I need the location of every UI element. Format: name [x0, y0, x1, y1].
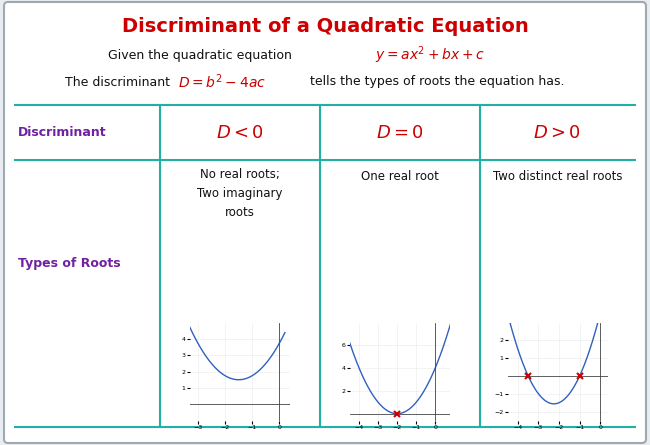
- Text: No real roots;
Two imaginary
roots: No real roots; Two imaginary roots: [197, 168, 283, 219]
- Text: The discriminant: The discriminant: [65, 76, 170, 89]
- Text: Types of Roots: Types of Roots: [18, 257, 121, 270]
- Text: $y = ax^2 + bx + c$: $y = ax^2 + bx + c$: [375, 44, 485, 66]
- FancyBboxPatch shape: [4, 2, 646, 443]
- Text: $D > 0$: $D > 0$: [534, 124, 582, 142]
- Text: $D = b^2 - 4ac$: $D = b^2 - 4ac$: [178, 73, 266, 91]
- Text: Two distinct real roots: Two distinct real roots: [493, 170, 622, 183]
- Text: Given the quadratic equation: Given the quadratic equation: [108, 49, 292, 61]
- Text: Discriminant of a Quadratic Equation: Discriminant of a Quadratic Equation: [122, 17, 528, 36]
- Text: One real root: One real root: [361, 170, 439, 183]
- Text: $D < 0$: $D < 0$: [216, 124, 264, 142]
- Text: tells the types of roots the equation has.: tells the types of roots the equation ha…: [310, 76, 564, 89]
- Text: Discriminant: Discriminant: [18, 126, 107, 139]
- Text: $D = 0$: $D = 0$: [376, 124, 424, 142]
